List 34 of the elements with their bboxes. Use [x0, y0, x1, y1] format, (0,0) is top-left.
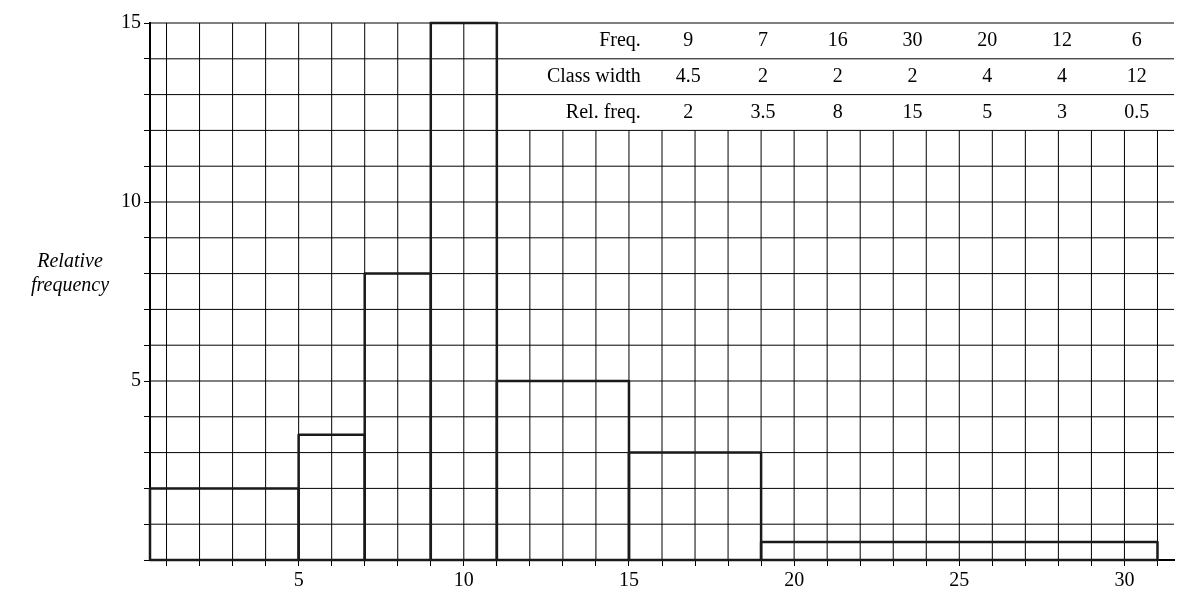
annotation: Rel. freq.: [565, 99, 641, 123]
annotation: 15: [902, 99, 923, 122]
annotation: Freq.: [599, 28, 641, 52]
annotation: 8: [832, 99, 843, 122]
annotation: 2: [757, 63, 768, 86]
x-tick-label: 10: [453, 568, 474, 591]
annotation: 0.5: [1124, 99, 1150, 122]
y-axis-title: Relative frequency: [30, 248, 110, 296]
y-tick-label: 15: [121, 10, 141, 33]
x-tick-label: 15: [618, 568, 639, 591]
annotation: 4.5: [675, 63, 701, 86]
annotation: 4: [1056, 63, 1067, 86]
annotation: 7: [757, 28, 768, 51]
annotation: 16: [827, 28, 848, 51]
annotation: 9: [683, 28, 694, 51]
y-tick-label: 5: [131, 368, 141, 391]
annotation: 4: [982, 63, 993, 86]
y-tick-label: 10: [121, 189, 141, 212]
annotation: 3: [1056, 99, 1067, 122]
annotation: 30: [902, 28, 923, 51]
annotation: Class width: [546, 63, 641, 86]
annotation: 3.5: [750, 99, 776, 122]
annotation: 2: [832, 63, 843, 86]
annotation: 2: [907, 63, 918, 86]
x-tick-label: 5: [293, 568, 304, 591]
annotation: 12: [1051, 28, 1072, 51]
annotation: 6: [1131, 28, 1142, 51]
annotation: 12: [1126, 63, 1147, 86]
annotation: 20: [977, 28, 998, 51]
x-tick-label: 30: [1114, 568, 1135, 591]
annotation: 2: [683, 99, 694, 122]
x-tick-label: 20: [784, 568, 805, 591]
x-tick-label: 25: [949, 568, 970, 591]
annotation: 5: [982, 99, 993, 122]
